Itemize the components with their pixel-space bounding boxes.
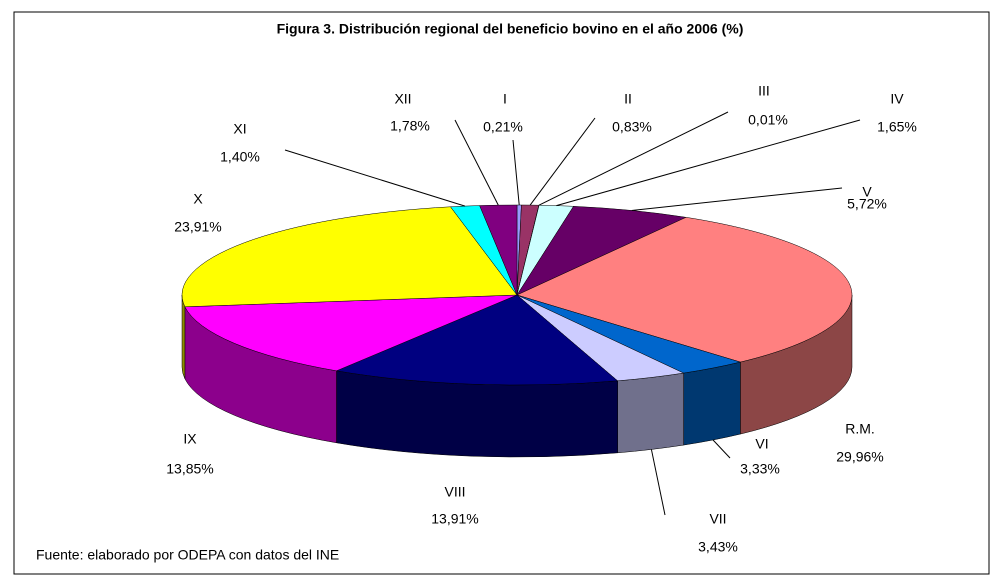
leader-line [529, 117, 596, 206]
slice-label: II [624, 91, 632, 107]
leader-line [631, 187, 843, 211]
source-note: Fuente: elaborado por ODEPA con datos de… [36, 547, 339, 563]
leader-line [538, 111, 729, 206]
value-label: 3,33% [740, 461, 780, 477]
slice [184, 294, 518, 372]
slice-label: I [503, 91, 507, 107]
slice-label: X [193, 191, 203, 207]
value-label: 5,72% [847, 196, 887, 212]
value-label: 29,96% [836, 449, 883, 465]
slice-label: XII [394, 91, 411, 107]
slice [181, 206, 518, 308]
chart-title: Figura 3. Distribución regional del bene… [277, 21, 744, 37]
slice-side [617, 372, 684, 454]
value-label: 0,01% [748, 112, 788, 128]
slice-label: R.M. [845, 421, 875, 437]
slice-label: VI [755, 436, 768, 452]
slice-label: III [758, 83, 770, 99]
value-label: 23,91% [174, 219, 221, 235]
leader-line [650, 449, 666, 516]
value-label: 1,40% [220, 149, 260, 165]
slice-label: XI [233, 121, 246, 137]
leader-line [454, 119, 499, 206]
leader-line [512, 139, 520, 206]
slice [516, 217, 853, 363]
slice [335, 294, 619, 386]
value-label: 1,78% [390, 118, 430, 134]
value-label: 0,83% [612, 119, 652, 135]
slice-side [683, 361, 741, 446]
value-label: 1,65% [877, 119, 917, 135]
leader-line [712, 439, 731, 459]
value-label: 13,85% [166, 461, 213, 477]
slice-label: VIII [444, 484, 465, 500]
slice-label: VII [709, 511, 726, 527]
value-label: 0,21% [483, 119, 523, 135]
value-label: 3,43% [698, 539, 738, 555]
leader-line [556, 119, 861, 207]
slice-label: IV [890, 91, 904, 107]
slice-side [181, 294, 186, 379]
slice-label: IX [183, 431, 197, 447]
leader-line [284, 149, 466, 207]
slice-label: V [862, 184, 872, 200]
value-label: 13,91% [431, 511, 478, 527]
